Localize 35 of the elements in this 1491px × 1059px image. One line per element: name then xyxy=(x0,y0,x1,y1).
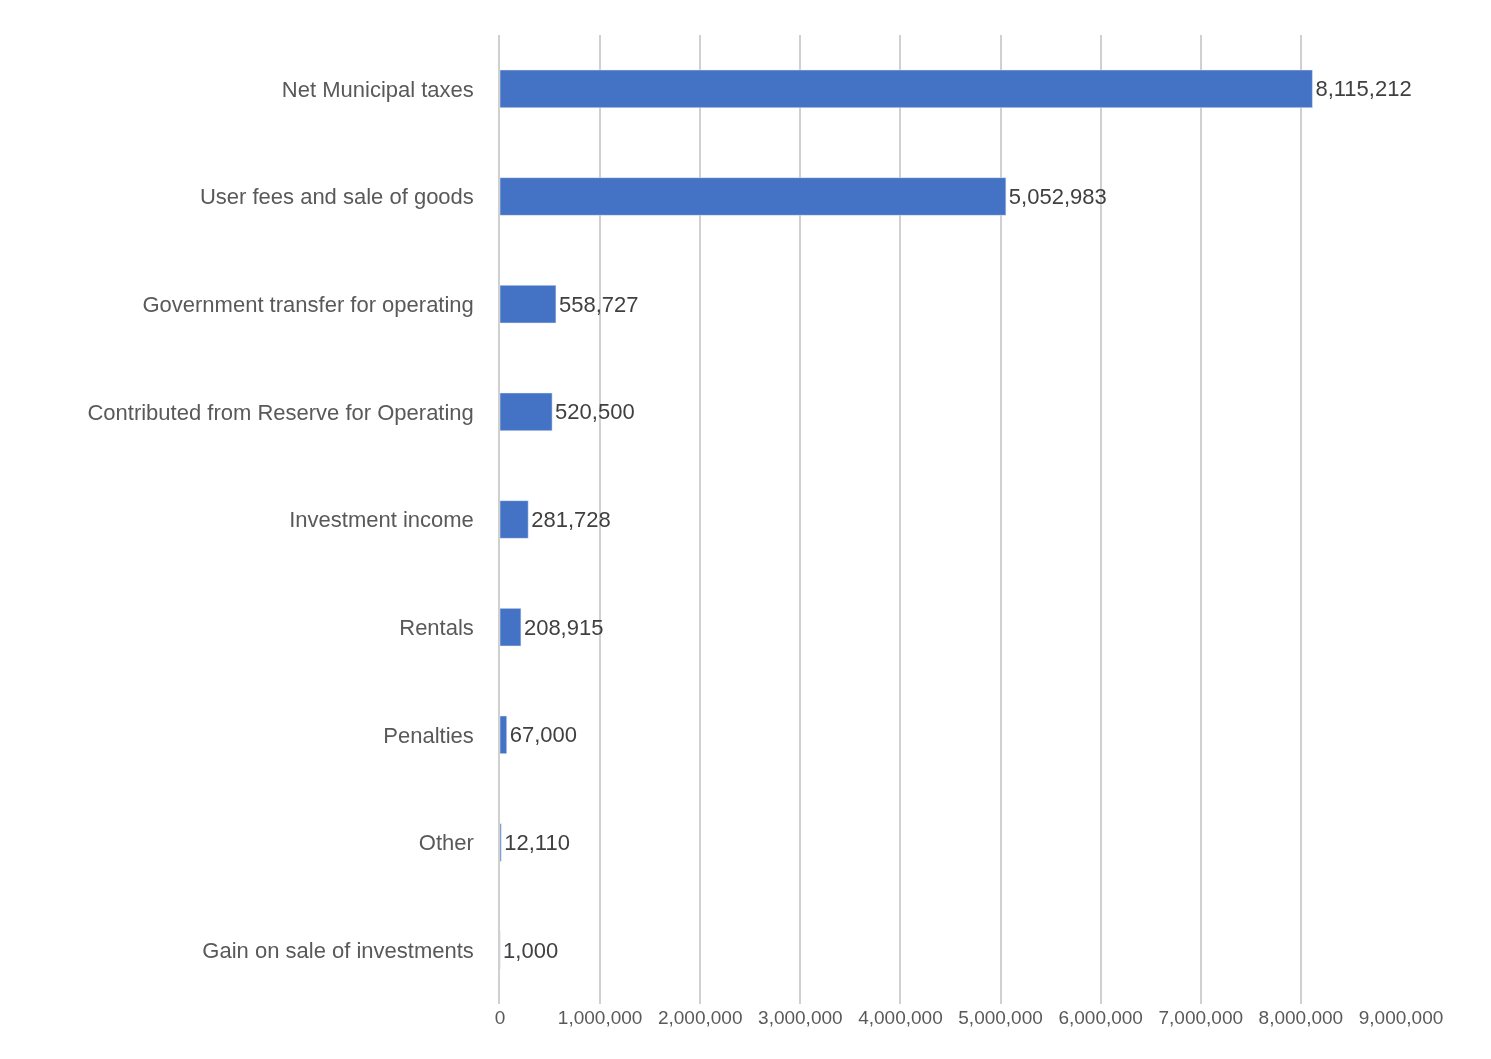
y-tick-label: Investment income xyxy=(289,507,474,533)
data-label: 281,728 xyxy=(531,507,611,532)
x-tick-label: 2,000,000 xyxy=(657,1007,743,1028)
y-tick-label: Government transfer for operating xyxy=(142,291,474,317)
data-label: 520,500 xyxy=(555,399,635,425)
data-label: 1,000 xyxy=(503,937,559,963)
x-tick-label: 6,000,000 xyxy=(1058,1007,1143,1028)
data-label: 208,915 xyxy=(523,614,604,640)
bar xyxy=(500,608,522,647)
bar xyxy=(500,500,529,539)
x-tick-label: 5,000,000 xyxy=(958,1007,1043,1028)
y-tick-label: Contributed from Reserve for Operating xyxy=(87,399,474,425)
bar xyxy=(500,715,507,754)
x-tick-label: 1,000,000 xyxy=(557,1007,643,1028)
y-tick-label: Gain on sale of investments xyxy=(202,937,474,963)
x-tick-label: 7,000,000 xyxy=(1158,1007,1244,1028)
y-tick-label: Penalties xyxy=(383,722,474,748)
bar xyxy=(500,177,1007,216)
y-tick-label: Other xyxy=(418,830,474,856)
x-tick-label: 3,000,000 xyxy=(758,1007,843,1028)
x-tick-label: 8,000,000 xyxy=(1258,1007,1344,1028)
data-label: 5,052,983 xyxy=(1008,184,1107,209)
data-label: 67,000 xyxy=(509,722,578,748)
y-tick-label: User fees and sale of goods xyxy=(199,184,474,210)
x-tick-label: 0 xyxy=(494,1007,506,1028)
x-tick-label: 4,000,000 xyxy=(858,1007,943,1028)
data-label: 558,727 xyxy=(558,291,639,317)
bar xyxy=(500,285,557,324)
bar xyxy=(500,392,553,431)
data-label: 12,110 xyxy=(504,830,570,855)
bar xyxy=(500,69,1313,108)
data-label: 8,115,212 xyxy=(1315,76,1412,102)
x-tick-label: 9,000,000 xyxy=(1358,1007,1444,1028)
y-tick-label: Rentals xyxy=(399,614,474,640)
y-tick-label: Net Municipal taxes xyxy=(281,76,474,102)
